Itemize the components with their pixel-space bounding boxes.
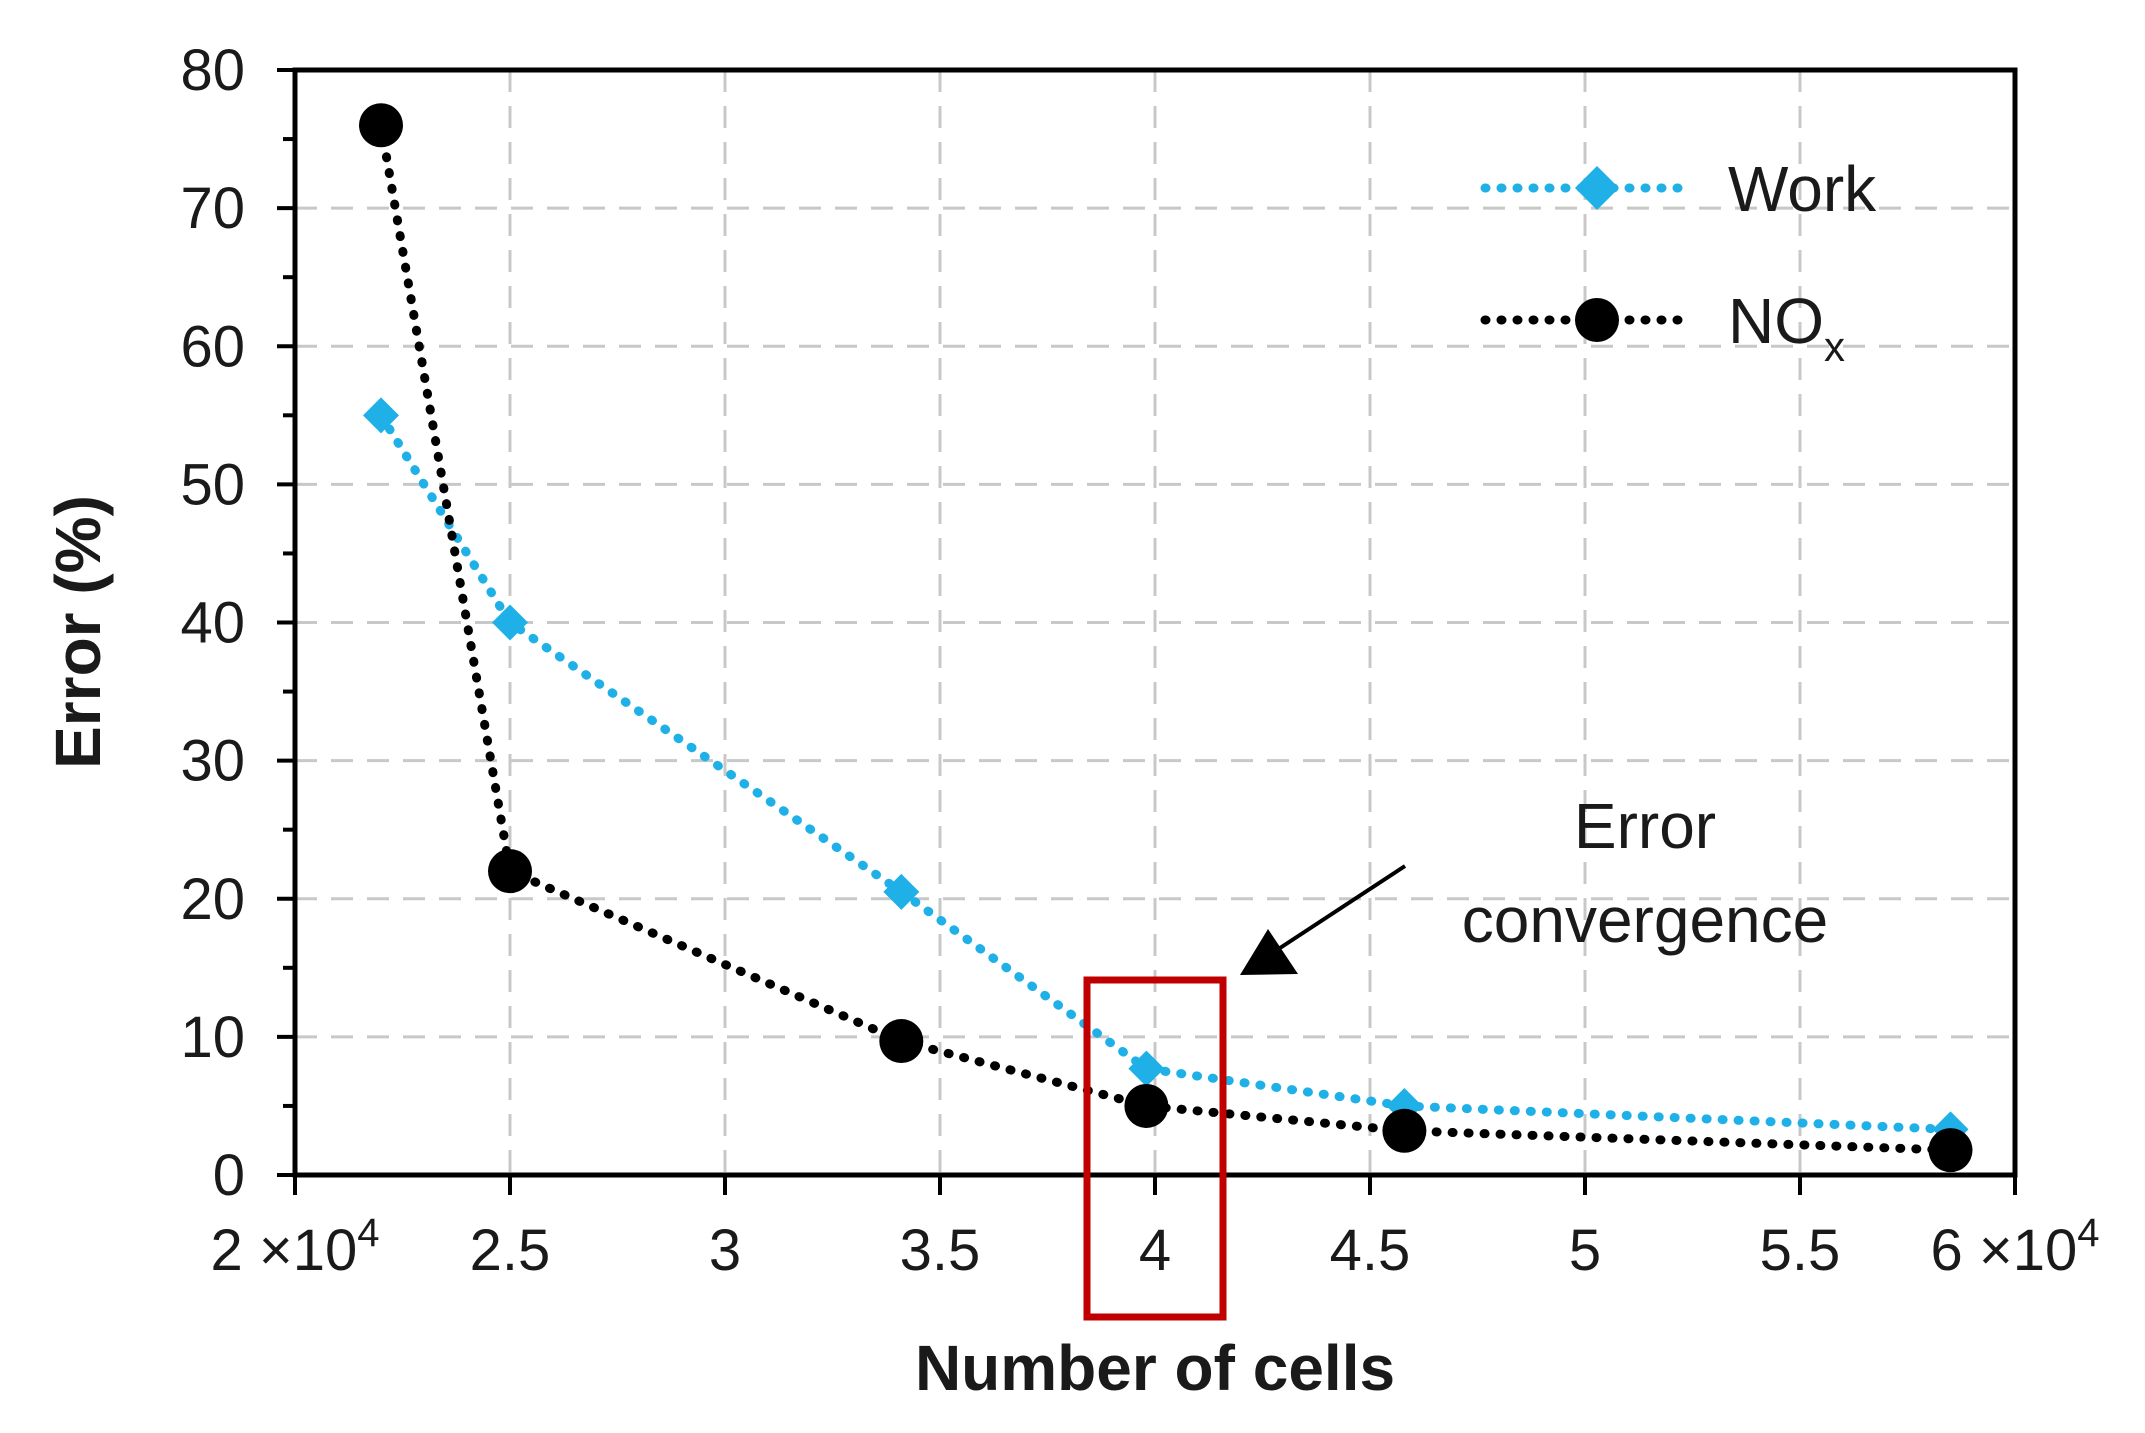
x-tick-label: 3 [709,1218,741,1283]
legend-nox-label-sub: x [1824,323,1845,370]
x-tick-label: 6 ×104 [1930,1211,2099,1283]
legend-nox-marker [1575,298,1619,342]
x-tick-label: 4.5 [1330,1218,1411,1283]
x-axis-title: Number of cells [915,1332,1395,1404]
annotation-arrow-head [1240,929,1298,975]
annotation-line2: convergence [1462,884,1828,956]
legend-nox-label: NOx [1728,285,1845,370]
series-work-line [376,410,1955,1134]
x-tick-label: 5.5 [1760,1218,1841,1283]
x-tick-exponent-power: 4 [357,1211,379,1255]
x-tick-label: 5 [1569,1218,1601,1283]
x-tick-label: 4 [1139,1218,1171,1283]
x-tick-label: 2.5 [470,1218,551,1283]
x-tick-exponent-power: 4 [2077,1211,2099,1255]
series-work-point [1128,1050,1165,1087]
axis-ticks [277,68,2017,1195]
series-nox-point [1124,1083,1169,1128]
error-convergence-annotation: Error convergence [1083,790,1828,1321]
y-tick-label: 80 [180,38,245,103]
grid-lines [295,70,2015,1175]
x-tick-label: 3.5 [900,1218,981,1283]
series-nox-point [359,103,403,148]
legend: Work NOx [1480,153,1877,370]
series-work-point [883,873,920,910]
y-tick-label: 50 [180,452,245,517]
series-nox-line [376,120,1955,1155]
legend-nox-label-main: NO [1728,285,1824,357]
legend-work-label: Work [1728,153,1877,225]
y-tick-label: 30 [180,729,245,794]
series-nox-point [1928,1128,1973,1173]
series-work-point [492,604,528,641]
y-tick-label: 0 [213,1143,245,1208]
legend-work-marker [1575,166,1619,210]
annotation-line1: Error [1574,790,1716,862]
x-tick-exponent: ×10 [243,1218,358,1283]
y-axis-title: Error (%) [42,495,114,769]
series-nox-point [488,849,532,894]
series-layer [359,103,1973,1173]
series-nox-point [879,1019,924,1064]
y-tick-labels: 0 10 20 30 40 50 60 70 80 [180,38,245,1208]
x-tick-label: 2 ×104 [210,1211,379,1283]
y-tick-label: 70 [180,176,245,241]
series-work-point [363,397,399,434]
y-tick-label: 10 [180,1005,245,1070]
y-tick-label: 60 [180,314,245,379]
series-nox-point [1382,1108,1427,1153]
y-tick-label: 20 [180,867,245,932]
x-tick-labels: 2 ×104 2.5 3 3.5 4 4.5 5 5.5 6 ×104 [210,1211,2099,1283]
highlight-box [1083,976,1227,1321]
x-tick-exponent: ×10 [1963,1218,2078,1283]
y-tick-label: 40 [180,591,245,656]
annotation-arrow-shaft [1278,864,1407,950]
